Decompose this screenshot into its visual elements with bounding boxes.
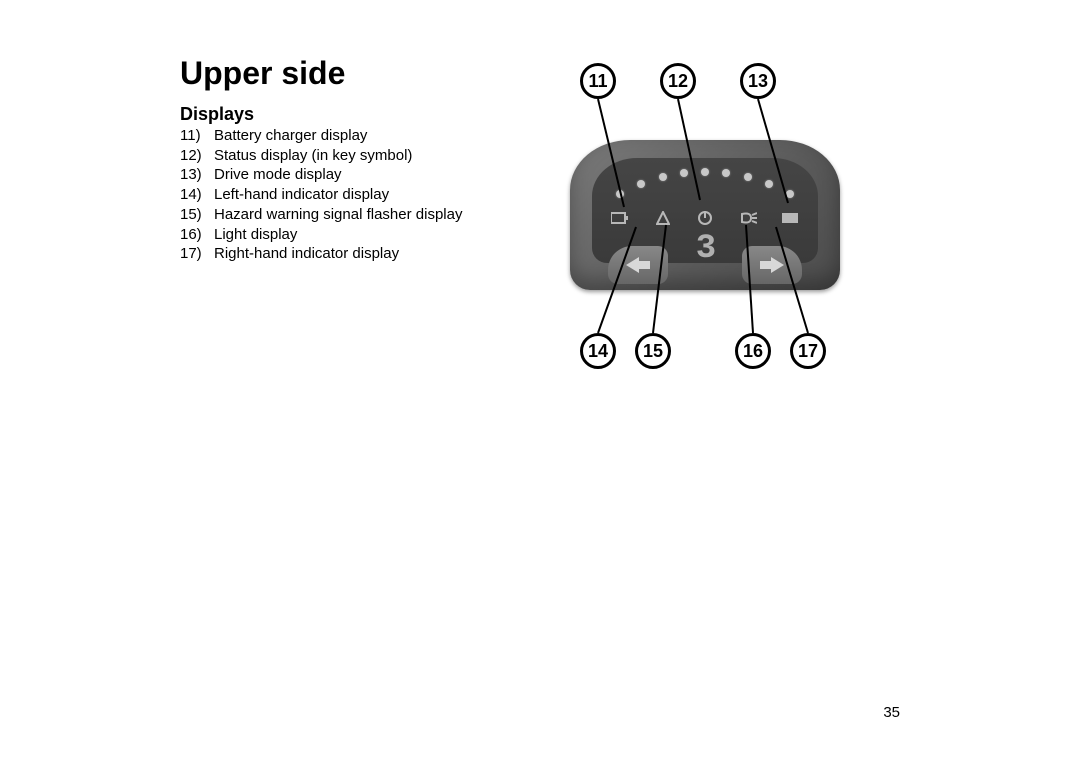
left-indicator-button	[608, 246, 668, 284]
legend-item: 11) Battery charger display	[180, 127, 520, 146]
legend-number: 13)	[180, 166, 214, 185]
legend-text: Right-hand indicator display	[214, 245, 520, 264]
legend-text: Light display	[214, 226, 520, 245]
diagram-column: 11 12 13	[550, 55, 860, 375]
legend-item: 15) Hazard warning signal flasher displa…	[180, 206, 520, 225]
legend-list: 11) Battery charger display 12) Status d…	[180, 127, 520, 264]
callout-12: 12	[660, 63, 696, 99]
seven-segment-display: 3	[696, 230, 714, 268]
legend-item: 12) Status display (in key symbol)	[180, 147, 520, 166]
right-indicator-button	[742, 246, 802, 284]
device-body: 3	[570, 140, 840, 290]
legend-number: 17)	[180, 245, 214, 264]
legend-text: Drive mode display	[214, 166, 520, 185]
legend-text: Hazard warning signal flasher display	[214, 206, 520, 225]
legend-item: 14) Left-hand indicator display	[180, 186, 520, 205]
legend-number: 12)	[180, 147, 214, 166]
legend-number: 16)	[180, 226, 214, 245]
text-column: Upper side Displays 11) Battery charger …	[180, 55, 520, 375]
page-title: Upper side	[180, 55, 520, 92]
power-key-icon	[695, 210, 715, 226]
light-icon	[738, 210, 758, 226]
two-column-layout: Upper side Displays 11) Battery charger …	[180, 55, 900, 375]
drive-mode-battery-icon	[780, 210, 800, 226]
callout-14: 14	[580, 333, 616, 369]
legend-number: 11)	[180, 127, 214, 146]
legend-item: 13) Drive mode display	[180, 166, 520, 185]
section-heading: Displays	[180, 104, 520, 125]
legend-text: Status display (in key symbol)	[214, 147, 520, 166]
battery-charger-icon	[610, 210, 630, 226]
control-panel-diagram: 11 12 13	[550, 55, 860, 375]
legend-text: Left-hand indicator display	[214, 186, 520, 205]
callout-11: 11	[580, 63, 616, 99]
battery-led-arc-icon	[610, 168, 800, 208]
callout-16: 16	[735, 333, 771, 369]
manual-page: Upper side Displays 11) Battery charger …	[0, 0, 1080, 761]
legend-number: 14)	[180, 186, 214, 205]
legend-item: 17) Right-hand indicator display	[180, 245, 520, 264]
hazard-triangle-icon	[653, 210, 673, 226]
callout-17: 17	[790, 333, 826, 369]
callout-15: 15	[635, 333, 671, 369]
legend-number: 15)	[180, 206, 214, 225]
page-number: 35	[883, 704, 900, 721]
legend-item: 16) Light display	[180, 226, 520, 245]
indicator-icon-row	[610, 206, 800, 230]
legend-text: Battery charger display	[214, 127, 520, 146]
callout-13: 13	[740, 63, 776, 99]
